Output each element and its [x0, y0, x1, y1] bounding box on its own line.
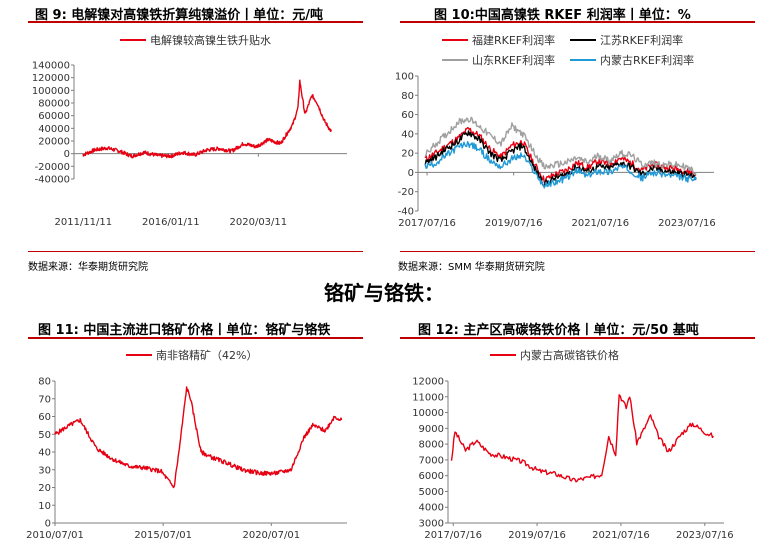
- y-tick-label: 80: [38, 377, 51, 388]
- y-tick-label: 9000: [419, 424, 444, 435]
- y-tick-label: 80: [401, 91, 414, 102]
- y-tick-label: 40: [38, 448, 51, 459]
- left-source-rule: [28, 251, 363, 252]
- legend-label: 南非铬精矿（42%）: [156, 348, 257, 362]
- y-tick-label: 70: [38, 394, 51, 405]
- y-tick-label: 30: [38, 465, 51, 476]
- y-tick-label: 50: [38, 430, 51, 441]
- y-tick-label: -20000: [35, 162, 70, 173]
- y-tick-label: 20: [401, 149, 414, 160]
- y-tick-label: 60: [401, 110, 414, 121]
- x-tick-label: 2023/07/16: [658, 218, 716, 229]
- x-tick-label: 2015/07/01: [134, 530, 192, 541]
- y-tick-label: 120000: [32, 73, 70, 84]
- legend-label: 电解镍较高镍生铁升贴水: [150, 33, 271, 47]
- fig12-title: 图 12: 主产区高碳铬铁价格丨单位：元/50 基吨: [418, 323, 699, 338]
- x-tick-label: 2019/07/16: [485, 218, 543, 229]
- y-tick-label: 80000: [38, 99, 70, 110]
- series-line-3: [424, 116, 697, 176]
- x-tick-label: 2017/07/16: [424, 530, 482, 541]
- y-tick-label: 0: [45, 519, 51, 530]
- legend-label: 内蒙古高碳铬铁价格: [520, 348, 619, 362]
- x-tick-label: 2017/07/16: [398, 218, 456, 229]
- x-tick-label: 2023/07/16: [676, 530, 734, 541]
- y-tick-label: 20: [38, 483, 51, 494]
- y-tick-label: 60: [38, 412, 51, 423]
- legend-label: 福建RKEF利润率: [472, 33, 555, 47]
- series-line-1: [450, 394, 715, 483]
- y-tick-label: 10: [38, 501, 51, 512]
- series-line-1: [424, 127, 697, 184]
- y-tick-label: 5000: [419, 487, 444, 498]
- fig9-rule: [28, 21, 363, 23]
- legend-label: 江苏RKEF利润率: [600, 33, 683, 47]
- fig12-rule: [400, 337, 755, 339]
- y-tick-label: 4000: [419, 503, 444, 514]
- legend-label: 山东RKEF利润率: [472, 53, 555, 67]
- y-tick-label: 140000: [32, 61, 70, 72]
- x-tick-label: 2019/07/16: [508, 530, 566, 541]
- y-tick-label: 11000: [412, 392, 444, 403]
- y-tick-label: 100000: [32, 86, 70, 97]
- series-line-1: [82, 79, 332, 159]
- x-tick-label: 2021/07/16: [592, 530, 650, 541]
- series-line-1: [54, 386, 343, 489]
- y-tick-label: -20: [398, 187, 414, 198]
- left-source-note: 数据来源：华泰期货研究院: [28, 262, 148, 273]
- fig10-rule: [400, 21, 755, 23]
- y-tick-label: 20000: [38, 137, 70, 148]
- right-source-rule: [400, 251, 755, 252]
- y-tick-label: 10000: [412, 408, 444, 419]
- fig9-title: 图 9: 电解镍对高镍铁折算纯镍溢价丨单位：元/吨: [35, 8, 324, 23]
- y-tick-label: 7000: [419, 455, 444, 466]
- y-tick-label: -40: [398, 207, 414, 218]
- legend-label: 内蒙古RKEF利润率: [600, 53, 694, 67]
- fig11-rule: [28, 337, 363, 339]
- y-tick-label: 40000: [38, 124, 70, 135]
- y-tick-label: 6000: [419, 471, 444, 482]
- x-tick-label: 2016/01/11: [142, 217, 200, 228]
- x-tick-label: 2020/03/11: [230, 217, 288, 228]
- section-heading: 铬矿与铬铁：: [324, 281, 444, 305]
- x-tick-label: 2011/11/11: [55, 217, 113, 228]
- right-source-note: 数据来源：SMM 华泰期货研究院: [398, 262, 545, 273]
- fig10-title: 图 10:中国高镍铁 RKEF 利润率丨单位：%: [434, 8, 691, 23]
- y-tick-label: 100: [396, 72, 414, 83]
- y-tick-label: 3000: [419, 519, 444, 530]
- fig11-title: 图 11: 中国主流进口铬矿价格丨单位：铬矿与铬铁: [38, 323, 331, 338]
- series-line-4: [424, 141, 697, 189]
- y-tick-label: 0: [408, 168, 414, 179]
- series-line-2: [424, 130, 697, 187]
- y-tick-label: 0: [64, 149, 70, 160]
- x-tick-label: 2021/07/16: [571, 218, 629, 229]
- y-tick-label: 60000: [38, 111, 70, 122]
- y-tick-label: -40000: [35, 175, 70, 186]
- y-tick-label: 8000: [419, 440, 444, 451]
- y-tick-label: 40: [401, 129, 414, 140]
- fig12-chart: 12000 11000 10000 9000 8000 7000 6000 5000 4000 3…: [412, 348, 734, 541]
- y-tick-label: 12000: [412, 377, 444, 388]
- x-tick-label: 2020/07/01: [242, 530, 300, 541]
- x-tick-label: 2010/07/01: [26, 530, 84, 541]
